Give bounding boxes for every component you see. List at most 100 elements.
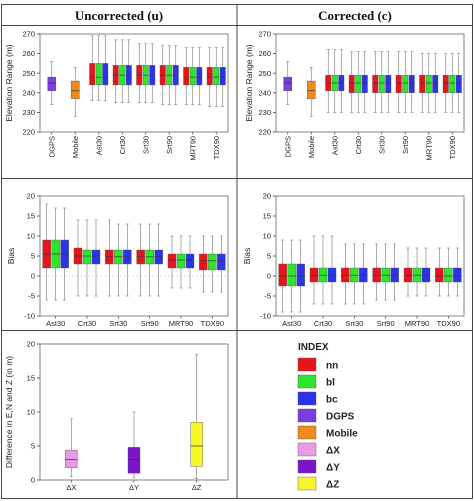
y-tick-label: 20 <box>27 192 35 201</box>
box-bc <box>390 243 399 301</box>
box-bl <box>425 53 432 113</box>
box-bc <box>102 35 109 101</box>
y-axis-label: Elevation Range (m) <box>244 44 254 122</box>
y-tick-label: -10 <box>260 312 271 321</box>
legend-label-dX: ΔX <box>326 446 340 457</box>
box-body <box>372 74 379 94</box>
box-bc <box>385 51 392 113</box>
legend-swatch-Mobile <box>297 425 317 440</box>
chart-bias-uncorrected: -10 -5 0 5 10 15 20 Bias Ast30 Crt30 Srt30 Srt90 MRT… <box>6 192 229 328</box>
box-body <box>47 76 57 92</box>
category-label: Crt30 <box>118 136 127 154</box>
category-label: MRT90 <box>405 319 429 328</box>
box-nn <box>372 51 379 113</box>
legend-swatch-nn <box>297 357 317 372</box>
y-tick-label: 260 <box>22 49 35 58</box>
legend-label-dY: ΔY <box>326 463 340 474</box>
y-tick-label: 0 <box>31 272 35 281</box>
box-Mobile <box>306 67 316 117</box>
box-bc <box>123 223 132 297</box>
box-nn <box>89 35 96 101</box>
y-axis-label: Bias <box>6 248 16 265</box>
chart-difference: 0 5 10 15 20 Difference in E,N and Z (in m) ΔX… <box>4 340 229 492</box>
box-bl <box>318 235 328 305</box>
box-bl <box>176 235 186 289</box>
box-body <box>283 76 293 92</box>
y-tick-label: 15 <box>27 374 35 383</box>
y-tick-label: 20 <box>263 192 271 201</box>
box-body <box>183 67 190 86</box>
box-bl <box>145 223 154 297</box>
box-bc <box>455 53 462 113</box>
box-body <box>208 253 217 271</box>
box-body <box>70 80 80 99</box>
box-body <box>442 74 449 94</box>
category-label: Srt30 <box>345 319 363 328</box>
box-bc <box>217 235 226 293</box>
y-tick-label: 10 <box>27 232 35 241</box>
box-nn <box>325 49 332 113</box>
box-bc <box>125 39 132 103</box>
legend-swatch-dY <box>297 459 317 474</box>
box-body <box>219 67 226 86</box>
category-label: ΔX <box>66 483 76 492</box>
box-body <box>435 267 444 283</box>
box-nn <box>136 223 145 297</box>
box-nn <box>206 47 213 107</box>
box-nn <box>403 247 413 297</box>
box-bc <box>185 235 195 289</box>
plot-area <box>275 195 465 317</box>
box-body <box>196 67 203 86</box>
box-nn <box>73 219 83 297</box>
grid-frame <box>1 4 473 499</box>
box-body <box>127 447 141 474</box>
box-body <box>199 253 208 271</box>
category-label: MRT90 <box>169 319 193 328</box>
category-label: Srt30 <box>377 136 386 154</box>
category-label: Mobile <box>307 136 316 158</box>
legend-label-dZ: ΔZ <box>326 480 339 491</box>
box-dX <box>65 418 78 477</box>
box-DGPS <box>283 61 293 105</box>
header-corrected: Corrected (c) <box>318 8 392 23</box>
chart-elevation-corrected: 220 230 240 250 260 270 Elevation Range (m) DGP… <box>244 30 465 160</box>
box-body <box>287 263 296 287</box>
box-body <box>453 267 462 283</box>
box-nn <box>419 53 426 113</box>
y-tick-label: -5 <box>28 292 35 301</box>
category-label: Crt30 <box>78 319 96 328</box>
box-bl <box>213 47 220 107</box>
box-body <box>65 449 78 468</box>
y-tick-label: 10 <box>27 408 35 417</box>
box-body <box>185 253 195 269</box>
box-Mobile <box>70 67 80 117</box>
box-nn <box>395 51 402 113</box>
box-body <box>217 253 226 271</box>
box-bl <box>287 239 296 313</box>
y-tick-label: -10 <box>24 312 35 321</box>
category-label: Srt30 <box>109 319 127 328</box>
legend-label-bc: bc <box>326 395 338 406</box>
category-label: DGPS <box>283 136 292 157</box>
category-label: MRT90 <box>424 136 433 160</box>
y-axis-label: Elevation Range (m) <box>4 44 14 122</box>
box-body <box>385 74 392 94</box>
box-nn <box>159 45 166 105</box>
box-body <box>432 74 439 94</box>
category-label: Mobile <box>71 136 80 158</box>
box-body <box>89 63 96 86</box>
box-nn <box>112 39 119 103</box>
box-body <box>395 74 402 94</box>
legend-swatch-bc <box>297 391 317 406</box>
y-tick-label: 240 <box>258 88 271 97</box>
legend-title: INDEX <box>298 342 329 353</box>
box-body <box>296 263 305 287</box>
legend-swatch-dZ <box>297 476 317 491</box>
box-dY <box>127 411 141 479</box>
category-label: Ast30 <box>282 319 301 328</box>
box-nn <box>136 43 143 103</box>
box-nn <box>442 53 449 113</box>
category-label: TDX90 <box>448 136 457 159</box>
category-label: Srt90 <box>377 319 395 328</box>
category-label: Ast30 <box>94 136 103 155</box>
